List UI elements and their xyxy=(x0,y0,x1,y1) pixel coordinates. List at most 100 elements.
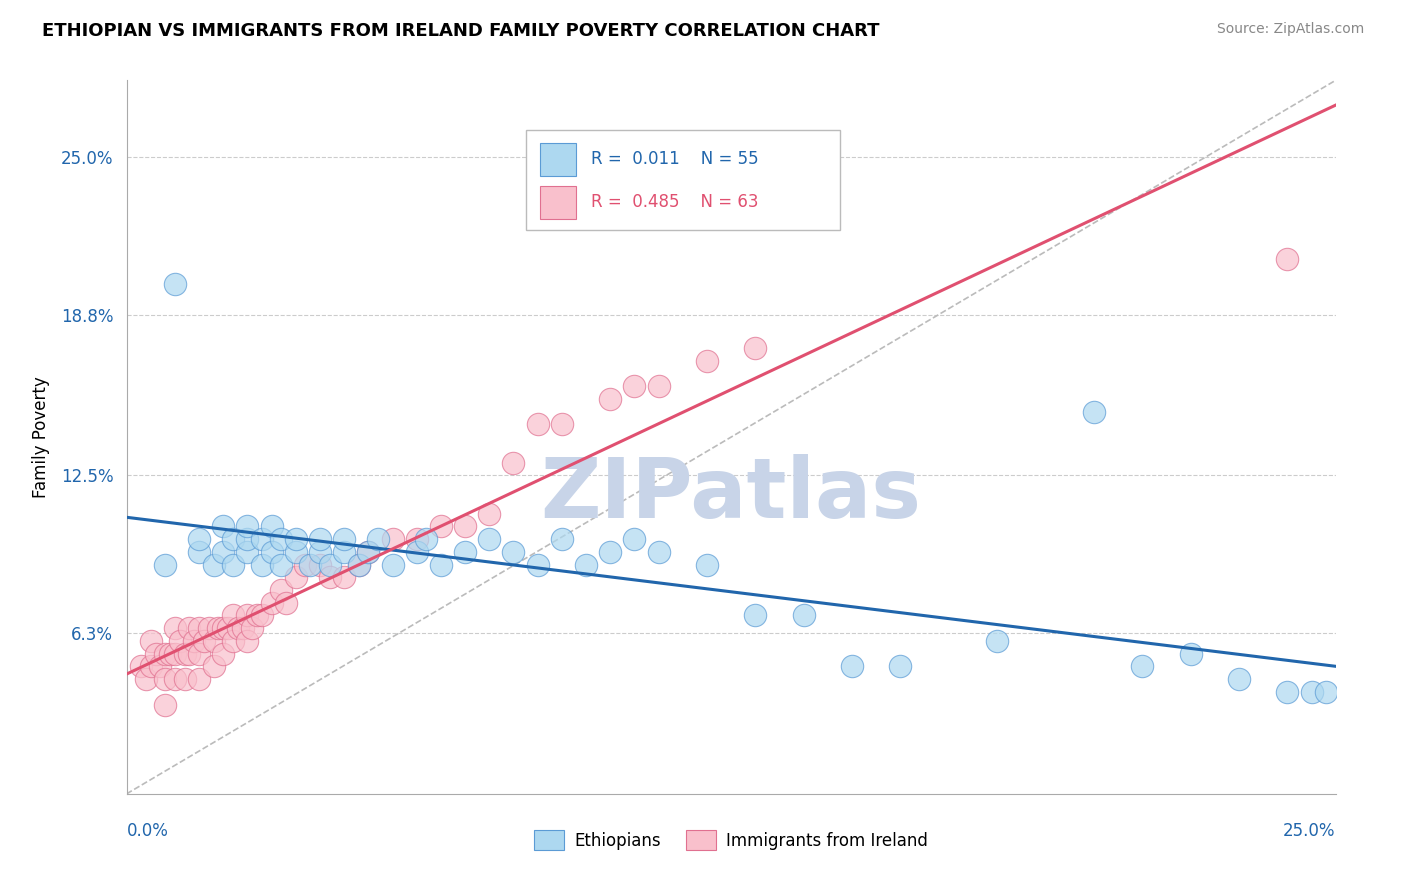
Text: R =  0.485    N = 63: R = 0.485 N = 63 xyxy=(591,194,758,211)
Point xyxy=(623,379,645,393)
Point xyxy=(193,634,215,648)
Point xyxy=(430,558,453,572)
Y-axis label: Family Poverty: Family Poverty xyxy=(31,376,49,498)
Point xyxy=(188,672,211,686)
Point xyxy=(1277,252,1299,266)
Point xyxy=(526,558,548,572)
Point xyxy=(250,608,273,623)
Point xyxy=(318,570,340,584)
Point xyxy=(1277,685,1299,699)
Point xyxy=(212,519,235,533)
Point xyxy=(217,621,239,635)
Point xyxy=(793,608,815,623)
Point xyxy=(232,621,254,635)
Point xyxy=(173,647,195,661)
Point xyxy=(599,545,621,559)
Point xyxy=(139,634,162,648)
Point xyxy=(1083,404,1105,418)
Point xyxy=(333,545,356,559)
Point xyxy=(744,341,766,355)
Point xyxy=(226,621,249,635)
Point xyxy=(575,558,598,572)
Text: R =  0.011    N = 55: R = 0.011 N = 55 xyxy=(591,151,758,169)
Point xyxy=(236,608,259,623)
Point xyxy=(163,277,186,292)
Point xyxy=(270,558,292,572)
Point xyxy=(1130,659,1153,673)
Point xyxy=(236,519,259,533)
Point xyxy=(478,532,501,546)
Point xyxy=(889,659,911,673)
Point xyxy=(155,647,177,661)
Point xyxy=(744,608,766,623)
Point xyxy=(202,634,225,648)
Point xyxy=(309,545,332,559)
Point xyxy=(179,621,201,635)
Point xyxy=(381,532,404,546)
Legend: Ethiopians, Immigrants from Ireland: Ethiopians, Immigrants from Ireland xyxy=(527,823,935,857)
Point xyxy=(284,570,307,584)
Point xyxy=(222,634,245,648)
Point xyxy=(284,532,307,546)
Point xyxy=(139,659,162,673)
Point xyxy=(454,519,477,533)
Point xyxy=(357,545,380,559)
Point xyxy=(163,647,186,661)
Point xyxy=(188,532,211,546)
Point xyxy=(183,634,205,648)
Point xyxy=(276,596,298,610)
Point xyxy=(222,608,245,623)
Point xyxy=(347,558,370,572)
Point xyxy=(250,532,273,546)
Point xyxy=(212,621,235,635)
Point xyxy=(207,621,229,635)
Point xyxy=(270,532,292,546)
Bar xyxy=(540,143,576,176)
Point xyxy=(202,659,225,673)
Point xyxy=(347,558,370,572)
Point xyxy=(551,417,574,432)
Point xyxy=(197,621,219,635)
Text: 25.0%: 25.0% xyxy=(1284,822,1336,840)
Point xyxy=(318,558,340,572)
Point xyxy=(212,545,235,559)
Point xyxy=(696,558,718,572)
Point xyxy=(129,659,152,673)
Point xyxy=(502,456,524,470)
Point xyxy=(222,558,245,572)
Point xyxy=(173,672,195,686)
Point xyxy=(299,558,322,572)
Point xyxy=(169,634,191,648)
Point xyxy=(246,608,269,623)
Point xyxy=(647,379,669,393)
Point xyxy=(551,532,574,546)
Point xyxy=(155,558,177,572)
Point xyxy=(149,659,172,673)
Point xyxy=(240,621,263,635)
Point xyxy=(236,532,259,546)
Text: 0.0%: 0.0% xyxy=(127,822,169,840)
Point xyxy=(294,558,316,572)
Point xyxy=(333,532,356,546)
Point xyxy=(145,647,167,661)
Point xyxy=(1315,685,1337,699)
Point xyxy=(250,558,273,572)
Point xyxy=(986,634,1008,648)
Point xyxy=(188,545,211,559)
Point xyxy=(454,545,477,559)
Bar xyxy=(540,186,576,219)
FancyBboxPatch shape xyxy=(526,130,839,230)
Point xyxy=(284,545,307,559)
Point xyxy=(367,532,389,546)
Point xyxy=(526,417,548,432)
Point xyxy=(222,532,245,546)
Point xyxy=(333,570,356,584)
Point xyxy=(357,545,380,559)
Text: Source: ZipAtlas.com: Source: ZipAtlas.com xyxy=(1216,22,1364,37)
Point xyxy=(155,698,177,712)
Point xyxy=(415,532,437,546)
Point xyxy=(430,519,453,533)
Point xyxy=(405,532,427,546)
Point xyxy=(647,545,669,559)
Point xyxy=(478,507,501,521)
